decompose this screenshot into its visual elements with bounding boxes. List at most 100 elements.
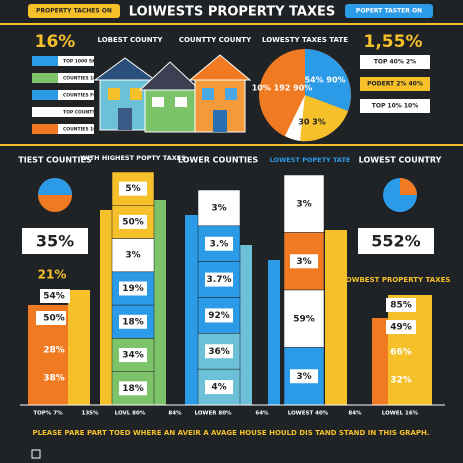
axis-label: LOWEL 16% <box>382 411 419 417</box>
label-box <box>36 311 66 325</box>
axis-label: 64% <box>255 411 269 417</box>
row-text: TOP COUNTY 1000 <box>63 110 110 116</box>
mini-pie-slice <box>400 178 417 195</box>
bar-label: 19% <box>122 284 144 294</box>
label-box <box>119 214 147 229</box>
row-text: COUNTIES 1000 1000 <box>63 76 117 82</box>
mini-pie-slice <box>38 178 72 195</box>
row-chip <box>32 124 58 134</box>
column-header: LOWEST COUNTRY <box>359 156 442 165</box>
axis-label: TOP% 7% <box>33 411 63 417</box>
house-label: COUNTTY COUNTY <box>179 36 252 44</box>
bar-label: 85% <box>390 301 412 311</box>
big-stat: 552% <box>371 232 420 251</box>
bar-label: 54% <box>43 292 65 302</box>
small-stat: 21% <box>38 268 67 282</box>
label-box <box>205 344 233 359</box>
axis: TOP% 7% 135% LOVL 80% 84% LOWER 80% 64% LOWEST… <box>33 411 418 417</box>
row-text: PODERT 2% 40% <box>367 81 423 88</box>
bar-label: 3.7% <box>207 275 232 285</box>
houses <box>93 54 252 133</box>
row-box <box>58 73 94 83</box>
row-box <box>58 107 94 117</box>
bar-label: 3% <box>125 251 140 261</box>
left-tag <box>28 4 120 18</box>
bar-label: 34% <box>122 351 144 361</box>
pie-label: 30 3% <box>298 118 326 127</box>
label-box <box>119 181 147 196</box>
left-tag-text: PROPERTY TACHES ON <box>36 8 112 15</box>
bar-label: 92% <box>208 311 230 321</box>
row-box <box>58 90 94 100</box>
label-box <box>205 272 233 287</box>
row-text: TOP 40% 2% <box>374 59 416 66</box>
big-stat: 1,55% <box>364 32 423 52</box>
bar <box>68 290 90 405</box>
axis-label: LOWER 80% <box>194 411 232 417</box>
bar <box>100 210 114 405</box>
bar-label: 50% <box>122 217 144 227</box>
right-title: LOWBEST PROPERTY TAXES <box>342 276 451 284</box>
right-rows: TOP 40% 2% PODERT 2% 40% TOP 10% 10% <box>360 55 430 113</box>
label-box <box>119 381 147 396</box>
row-chip <box>32 73 58 83</box>
pie-title: LOWESTY TAXES TATE <box>262 36 348 44</box>
label-box <box>290 254 318 269</box>
bar-label: 18% <box>122 317 144 327</box>
label-box <box>119 348 147 363</box>
column-header: WITH HIGHEST POPTY TAXES <box>80 154 186 162</box>
label-box <box>290 369 318 384</box>
label-box <box>119 281 147 296</box>
bar-label: 28% <box>43 346 65 356</box>
bar <box>372 318 388 405</box>
column-header: LOWEST POPETY TATE <box>270 156 351 164</box>
axis-label: 84% <box>168 411 182 417</box>
label-box <box>205 380 233 395</box>
pie <box>259 49 351 142</box>
row-chip <box>32 107 58 117</box>
bar-label: 3% <box>296 199 311 209</box>
bar-label: 32% <box>390 376 412 386</box>
pie-label: 54% 90% <box>304 76 345 85</box>
bar <box>388 295 432 405</box>
bar-label: 59% <box>293 314 315 324</box>
stat-box <box>22 228 88 254</box>
right-tag-text: POPERT TASTER ON <box>356 8 422 15</box>
row-box <box>360 55 430 69</box>
label-box <box>119 314 147 329</box>
title: LOIWESTS PROPERTY TAXES <box>129 5 335 20</box>
row-text: TOP 10% 10% <box>372 103 419 110</box>
right-tag <box>345 4 433 18</box>
bar-label: 49% <box>390 323 412 333</box>
column-header: TIEST COUNTIES <box>18 156 92 165</box>
bar-label: 3% <box>211 203 226 213</box>
bar <box>325 230 347 405</box>
bar <box>152 200 166 405</box>
big-stat: 16% <box>35 32 76 52</box>
bar-label: 50% <box>43 314 65 324</box>
row-box <box>58 124 94 134</box>
bar-label: 18% <box>122 384 144 394</box>
row-chip <box>32 90 58 100</box>
bar-label: 36% <box>208 347 230 357</box>
bar-label: 66% <box>390 348 412 358</box>
middle-panel: 35% 21% 54% 50% 28% 38% 5% 50% 3% 19% 18% 34% 18% 3% 3… <box>22 171 451 406</box>
label-box <box>119 248 147 263</box>
label-box <box>40 289 70 303</box>
label-box <box>290 311 318 326</box>
column-header: LOWER COUNTIES <box>178 156 259 165</box>
house-label: LOBEST COUNTY <box>97 36 163 44</box>
label-box <box>386 298 416 312</box>
bar-label: 5% <box>125 184 140 194</box>
bar-label: 3.% <box>210 239 229 249</box>
bar-label: 3% <box>296 372 311 382</box>
axis-label: 84% <box>348 411 362 417</box>
row-box <box>360 99 430 113</box>
axis-label: LOWEST 40% <box>288 411 329 417</box>
bar <box>268 260 280 405</box>
bar-label: 4% <box>211 383 226 393</box>
big-stat: 35% <box>36 232 74 251</box>
row-box <box>360 77 430 91</box>
footer: PLEASE PARE PART TOED WHERE AN AVEIR A A… <box>32 429 429 437</box>
